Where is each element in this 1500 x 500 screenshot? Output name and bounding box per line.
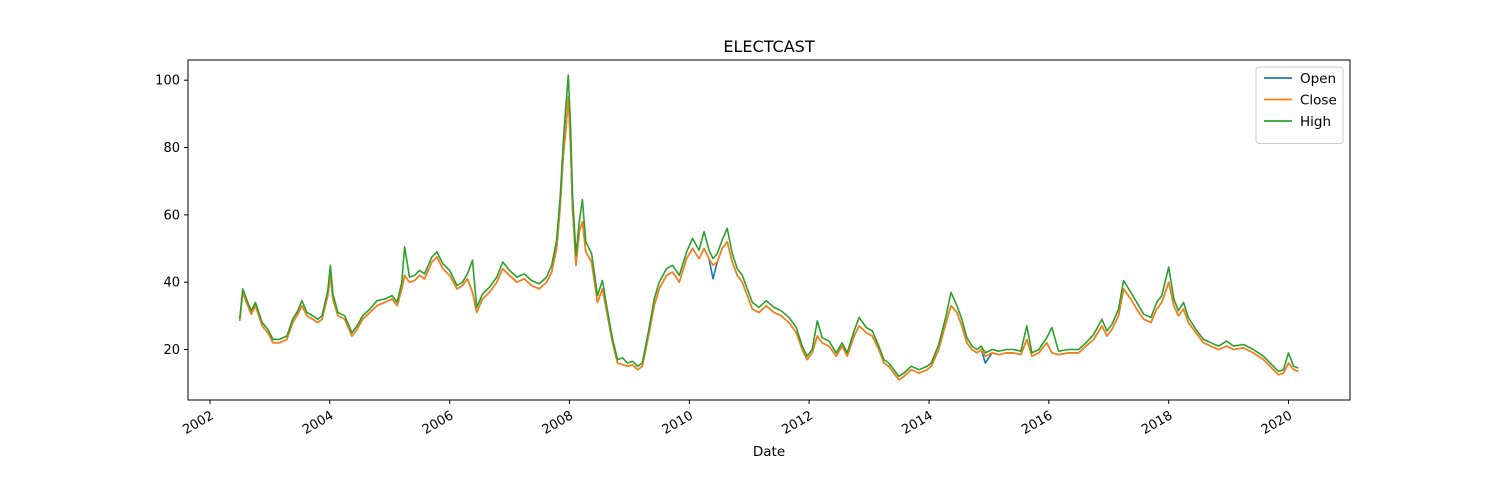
y-tick-label: 100 — [155, 74, 180, 89]
legend-label-open: Open — [1300, 71, 1336, 87]
chart-title: ELECTCAST — [723, 37, 814, 56]
series-layer — [238, 74, 1299, 381]
series-line-close — [238, 96, 1299, 381]
legend-box — [1255, 66, 1344, 144]
plot-frame — [187, 59, 1351, 401]
y-tick-label: 60 — [163, 208, 180, 223]
legend-label-close: Close — [1300, 93, 1337, 109]
y-tick-label: 40 — [163, 276, 180, 291]
x-axis-label: Date — [753, 444, 785, 460]
y-tick-label: 80 — [163, 141, 180, 156]
y-tick-label: 20 — [163, 343, 180, 358]
legend-label-high: High — [1300, 114, 1331, 130]
series-line-high — [238, 74, 1299, 378]
legend: Open Close High — [1255, 66, 1344, 144]
y-axis: 20 40 60 80 100 — [155, 74, 188, 358]
